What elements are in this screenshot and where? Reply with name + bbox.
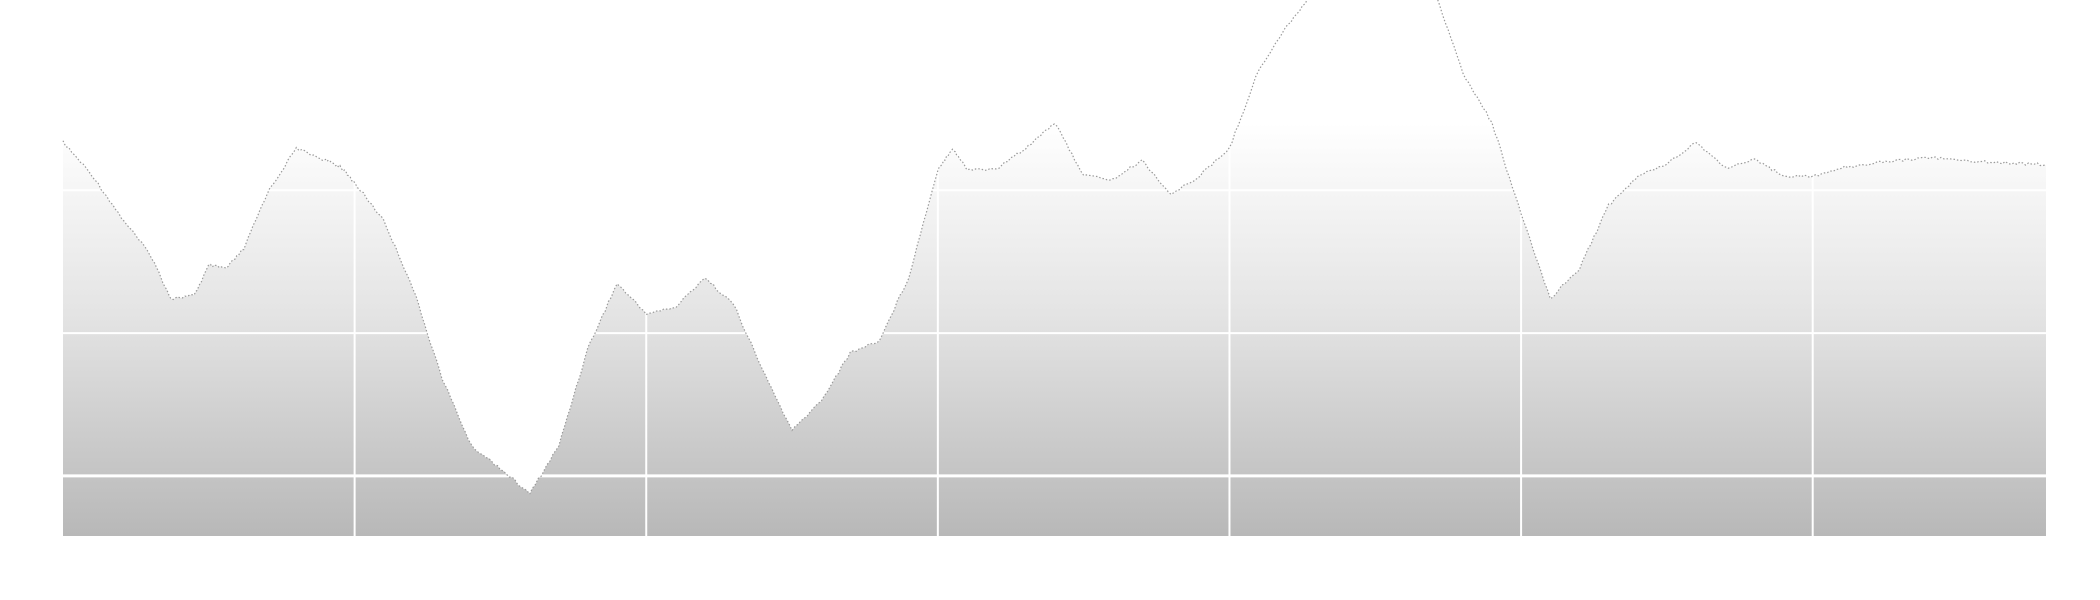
series-line-elevation-profile — [62, 0, 2047, 496]
grid-layer — [63, 0, 2046, 536]
area-fill — [63, 0, 2046, 536]
sky-mask — [63, 0, 2046, 495]
line-layer — [62, 0, 2047, 496]
area-layer — [63, 0, 2046, 536]
